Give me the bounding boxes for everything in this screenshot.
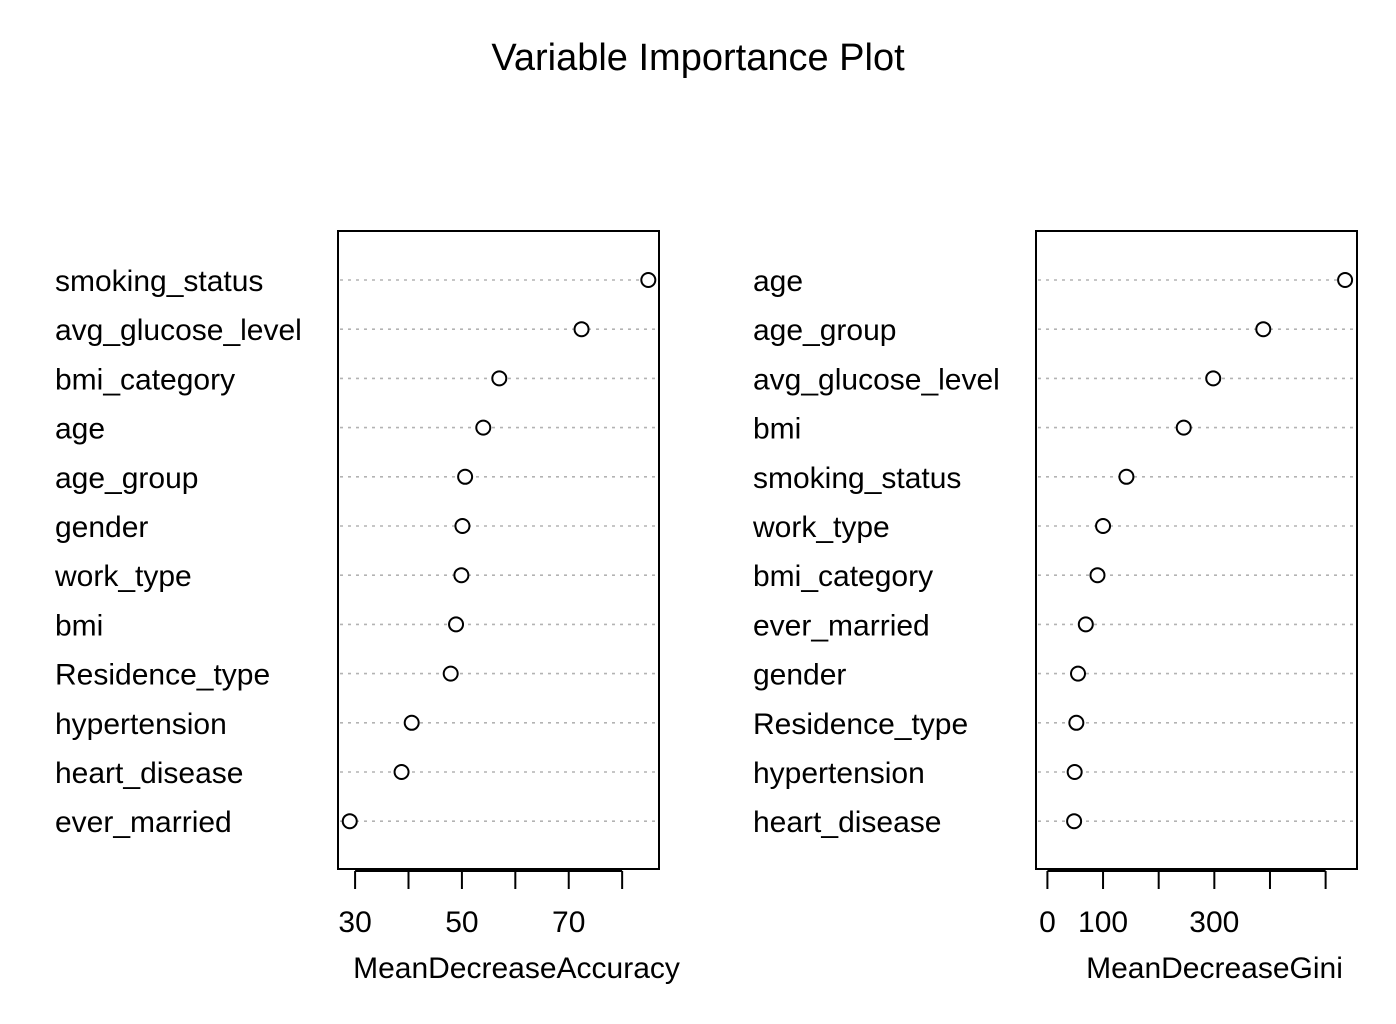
data-point (640, 272, 657, 288)
plot-frame (1035, 230, 1358, 870)
chart-title: Variable Importance Plot (491, 37, 905, 79)
data-point (1089, 567, 1106, 584)
data-point (475, 419, 492, 436)
data-point (442, 665, 459, 682)
data-point (453, 567, 470, 584)
category-label: age (55, 413, 105, 446)
data-point (1068, 714, 1085, 731)
x-tick-label: 50 (445, 906, 478, 939)
data-point (403, 714, 420, 731)
data-point (1077, 616, 1094, 633)
category-label: hypertension (753, 757, 925, 790)
data-point (573, 321, 590, 338)
category-label: heart_disease (55, 757, 243, 790)
data-point (1066, 813, 1083, 830)
category-label: age_group (55, 462, 198, 495)
category-label: bmi_category (753, 560, 933, 593)
x-axis-title: MeanDecreaseGini (1086, 952, 1343, 985)
data-point (1118, 468, 1135, 485)
category-label: work_type (54, 560, 192, 593)
category-label: Residence_type (55, 659, 270, 692)
data-point (457, 468, 474, 485)
category-label: age (753, 265, 803, 298)
category-label: work_type (752, 511, 890, 544)
category-label: avg_glucose_level (55, 314, 302, 347)
data-point (1066, 764, 1083, 780)
data-point (393, 764, 410, 780)
data-point (1175, 419, 1192, 436)
data-point (1337, 272, 1354, 288)
category-label: ever_married (55, 806, 232, 839)
data-point (1070, 665, 1087, 682)
category-label: age_group (753, 314, 896, 347)
category-label: smoking_status (753, 462, 961, 495)
data-point (1095, 518, 1112, 534)
category-label: gender (753, 659, 846, 692)
category-label: bmi (753, 413, 801, 446)
category-label: bmi (55, 609, 103, 642)
category-label: bmi_category (55, 363, 235, 396)
category-label: avg_glucose_level (753, 363, 1000, 396)
data-point (1255, 321, 1272, 338)
x-tick-label: 70 (552, 906, 585, 939)
x-axis-title: MeanDecreaseAccuracy (353, 952, 680, 985)
x-tick-label: 0 (1039, 906, 1056, 939)
panel-1: smoking_status avg_glucose_level bmi_categ… (54, 230, 680, 985)
category-label: heart_disease (753, 806, 941, 839)
data-point (491, 370, 508, 387)
category-label: ever_married (753, 609, 930, 642)
data-point (448, 616, 465, 633)
category-label: hypertension (55, 708, 227, 741)
data-point (1205, 370, 1222, 387)
category-label: Residence_type (753, 708, 968, 741)
data-point (341, 813, 358, 830)
x-tick-label: 300 (1189, 906, 1239, 939)
data-point (454, 518, 471, 534)
category-label: smoking_status (55, 265, 263, 298)
plot-frame (337, 230, 660, 870)
x-tick-label: 30 (338, 906, 371, 939)
category-label: gender (55, 511, 148, 544)
x-tick-label: 100 (1078, 906, 1128, 939)
